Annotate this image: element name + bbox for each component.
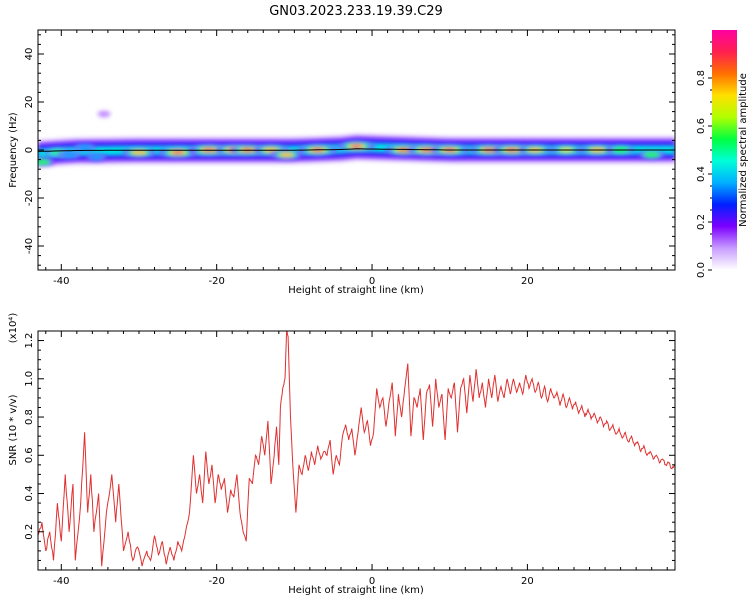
- snr-ytick-label: 0.8: [24, 409, 35, 425]
- snr-ytick-label: 1.2: [24, 333, 35, 349]
- spectrogram-ytick-label: -20: [24, 190, 35, 206]
- colorbar-label: Normalized spectral amplitude: [738, 73, 749, 227]
- snr-xtick-label: -40: [53, 576, 69, 587]
- hotspot-4: [86, 153, 107, 162]
- spectrogram-ylabel: Frequency (Hz): [8, 112, 19, 188]
- hotspot-3: [74, 143, 96, 152]
- snr-marks: [38, 331, 675, 567]
- snr-ytick-label: 0.2: [24, 524, 35, 540]
- spectrogram-xtick-label: 0: [369, 276, 375, 287]
- snr-xtick-label: -20: [208, 576, 224, 587]
- hotspot-6: [122, 147, 156, 158]
- colorbar-tick-label: 0.8: [696, 70, 707, 86]
- spectrogram-xtick-label: -20: [208, 276, 224, 287]
- spectrogram-axes: -40 -20 0 20 -40 -20 0 20 40: [24, 30, 675, 287]
- hotspot-0: [38, 157, 55, 167]
- snr-ytick-label: 0.6: [24, 447, 35, 463]
- spectrogram-ytick-label: 0: [24, 147, 35, 153]
- spectrogram-xlabel: Height of straight line (km): [288, 285, 424, 296]
- spectrogram-ytick-label: 40: [24, 48, 35, 61]
- snr-ylabel: SNR (10 * v/v): [8, 394, 19, 465]
- band-centerline: [38, 148, 675, 152]
- hotspot-24: [638, 150, 665, 160]
- spectrogram-xtick-label: -40: [53, 276, 69, 287]
- snr-ytick-label: 0.4: [24, 486, 35, 502]
- snr-series-line-0: [38, 331, 675, 567]
- spectrogram-xtick-label: 20: [521, 276, 534, 287]
- spectrogram-panel: -40 -20 0 20 -40 -20 0 20 40 Height of straight …: [8, 29, 676, 296]
- hotspot-14: [338, 141, 375, 152]
- colorbar-tick-label: 0.0: [696, 262, 707, 278]
- hotspot-5: [97, 110, 111, 118]
- spectrogram-marks: [38, 110, 675, 167]
- snr-background: [38, 331, 675, 570]
- snr-ytick-label: 1.0: [24, 371, 35, 387]
- hotspot-12: [271, 149, 303, 160]
- figure-title: GN03.2023.233.19.39.C29: [269, 4, 443, 19]
- snr-axes: -40 -20 0 20 0.2 0.4 0.6 0.8 1.0 1.2: [24, 331, 675, 587]
- snr-xtick-label: 0: [369, 576, 375, 587]
- spectrogram-ytick-label: -40: [24, 238, 35, 254]
- colorbar-tick-label: 0.2: [696, 214, 707, 230]
- spectrogram-ytick-label: 20: [24, 96, 35, 109]
- hotspot-2: [57, 150, 81, 159]
- snr-panel: -40 -20 0 20 0.2 0.4 0.6 0.8 1.0 1.2 Height of st…: [8, 313, 676, 596]
- snr-scale-label: (x10⁴): [8, 313, 19, 344]
- colorbar-axes: 0.0 0.2 0.4 0.6 0.8: [696, 41, 712, 278]
- snr-xtick-label: 20: [521, 576, 534, 587]
- colorbar: 0.0 0.2 0.4 0.6 0.8 Normalized spectral ampl…: [696, 30, 749, 278]
- colorbar-gradient: [712, 30, 737, 270]
- snr-xlabel: Height of straight line (km): [288, 585, 424, 596]
- colorbar-tick-label: 0.6: [696, 118, 707, 134]
- colorbar-tick-label: 0.4: [696, 166, 707, 182]
